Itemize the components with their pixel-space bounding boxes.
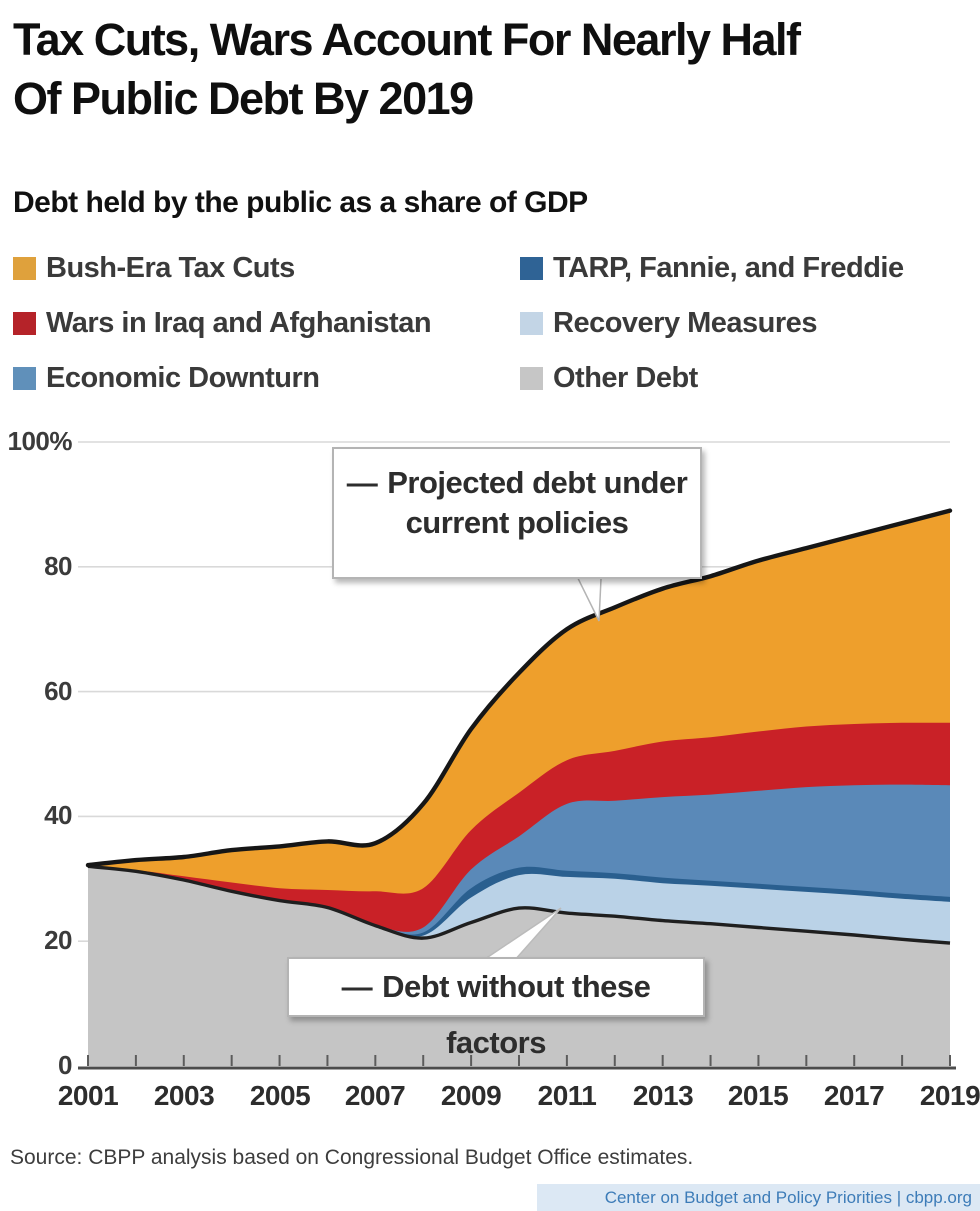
legend-item: Recovery Measures — [520, 307, 817, 339]
legend-item: TARP, Fannie, and Freddie — [520, 252, 904, 284]
annotation-debt-without-factors: — Debt without these factors — [287, 957, 705, 1060]
line-marker: — — [346, 465, 378, 500]
chart-title: Tax Cuts, Wars Account For Nearly Half O… — [13, 10, 963, 128]
legend-swatch-wars — [13, 311, 36, 335]
x-axis-label-2013: 2013 — [632, 1080, 694, 1111]
legend-label: Wars in Iraq and Afghanistan — [46, 306, 432, 339]
legend-item: Economic Downturn — [13, 361, 320, 394]
y-axis-label-20: 20 — [44, 925, 72, 955]
y-axis-label-100: 100% — [7, 426, 73, 456]
credit-bar: Center on Budget and Policy Priorities |… — [537, 1184, 980, 1211]
x-axis-label-2001: 2001 — [57, 1080, 119, 1111]
source-note: Source: CBPP analysis based on Congressi… — [10, 1146, 694, 1169]
chart-subtitle: Debt held by the public as a share of GD… — [13, 186, 588, 219]
legend-item: Other Debt — [520, 362, 698, 394]
line-marker: — — [341, 969, 373, 1004]
legend-label: TARP, Fannie, and Freddie — [553, 251, 904, 284]
legend-swatch-other — [520, 366, 543, 390]
legend-swatch-tarp — [520, 256, 543, 280]
legend-item: Wars in Iraq and Afghanistan — [13, 306, 432, 339]
legend-swatch-downturn — [13, 366, 36, 390]
chart-title-line2: Of Public Debt By 2019 — [13, 73, 474, 124]
y-axis-label-60: 60 — [44, 676, 72, 706]
legend-label: Other Debt — [553, 361, 698, 394]
x-axis-label-2015: 2015 — [727, 1080, 789, 1111]
legend-label: Economic Downturn — [46, 361, 320, 394]
annotation-text: Debt without these factors — [382, 969, 651, 1060]
x-axis-label-2007: 2007 — [344, 1080, 406, 1111]
legend-item: Bush-Era Tax Cuts — [13, 252, 295, 284]
x-axis-label-2003: 2003 — [153, 1080, 215, 1111]
legend-swatch-tax-cuts — [13, 256, 36, 280]
annotation-projected-debt: — Projected debt under current policies — [332, 447, 702, 579]
y-axis-label-0: 0 — [58, 1050, 72, 1080]
y-axis-label-80: 80 — [44, 551, 72, 581]
chart-title-line1: Tax Cuts, Wars Account For Nearly Half — [13, 14, 801, 65]
x-axis-label-2017: 2017 — [823, 1080, 885, 1111]
x-axis-label-2011: 2011 — [537, 1080, 597, 1111]
x-axis-label-2019: 2019 — [919, 1080, 980, 1111]
legend-label: Recovery Measures — [553, 306, 817, 339]
x-axis-label-2005: 2005 — [249, 1080, 311, 1111]
y-axis-label-40: 40 — [44, 800, 72, 830]
annotation-text: Projected debt under — [387, 465, 688, 500]
x-axis-label-2009: 2009 — [440, 1080, 502, 1111]
annotation-text: current policies — [405, 505, 629, 540]
legend-label: Bush-Era Tax Cuts — [46, 251, 295, 284]
legend-swatch-recovery — [520, 311, 543, 335]
